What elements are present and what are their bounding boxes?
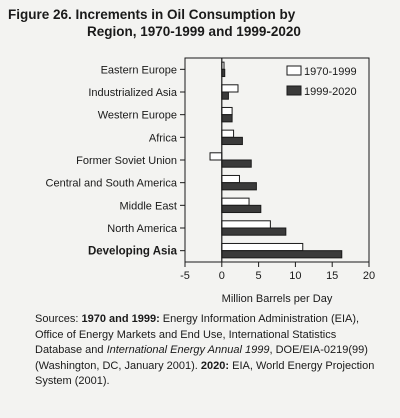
bar-1970-1999 — [221, 197, 250, 206]
x-tick-label: 5 — [256, 270, 262, 282]
category-label: Developing Asia — [88, 246, 178, 258]
bar-1970-1999 — [209, 152, 223, 161]
bar-1970-1999 — [221, 84, 239, 93]
category-label: Middle East — [120, 200, 177, 212]
bar-1970-1999 — [221, 106, 233, 116]
bar-1970-1999 — [221, 129, 235, 138]
x-tick-label: 0 — [219, 270, 225, 282]
x-tick-label: -5 — [180, 270, 190, 282]
bar-1970-1999 — [221, 174, 240, 184]
bar-1999-2020 — [221, 182, 257, 191]
category-label: Western Europe — [98, 110, 177, 122]
bar-1999-2020 — [221, 204, 262, 214]
category-label: Former Soviet Union — [76, 155, 177, 167]
sources-prefix: Sources: — [35, 313, 82, 325]
bar-1999-2020 — [221, 227, 287, 236]
sources-text-2: , DOE/EIA-0219(99) (Washington, DC, Janu… — [35, 344, 368, 372]
legend-swatch — [286, 85, 302, 96]
x-tick-label: 15 — [326, 270, 338, 282]
x-axis-label: Million Barrels per Day — [222, 293, 333, 305]
x-tick-label: 20 — [363, 270, 375, 282]
bar-1999-2020 — [221, 91, 229, 100]
sources-text-3: EIA, World Energy Projection System (200… — [35, 359, 375, 388]
bar-1999-2020 — [221, 136, 243, 146]
sources-label-1970-1999: 1970 and 1999: — [81, 313, 160, 325]
figure-title-line-1: Figure 26. Increments in Oil Consumption… — [8, 7, 296, 22]
bar-1999-2020 — [221, 250, 343, 259]
sources-text-1: Energy Information Administration (EIA),… — [35, 313, 360, 357]
figure-title-line-2: Region, 1970-1999 and 1999-2020 — [87, 24, 301, 39]
category-label: Africa — [149, 132, 178, 144]
x-tick-label: 10 — [289, 270, 301, 282]
sources-label-2020: 2020: — [200, 359, 230, 372]
category-label: North America — [107, 223, 178, 235]
bar-1970-1999 — [221, 242, 304, 252]
sources-note: Sources: 1970 and 1999: Energy Informati… — [35, 312, 385, 390]
bar-1970-1999 — [221, 220, 271, 229]
legend-label: 1999-2020 — [304, 86, 357, 98]
sources-publication: International Energy Annual 1999 — [106, 344, 270, 357]
figure-title: Figure 26. Increments in Oil Consumption… — [8, 6, 388, 40]
category-label: Central and South America — [46, 178, 178, 190]
bar-1999-2020 — [221, 114, 233, 123]
category-label: Industrialized Asia — [88, 87, 178, 99]
legend-label: 1970-1999 — [304, 66, 357, 78]
category-label: Eastern Europe — [101, 64, 177, 76]
legend-swatch — [286, 65, 302, 76]
bar-1999-2020 — [221, 159, 252, 168]
